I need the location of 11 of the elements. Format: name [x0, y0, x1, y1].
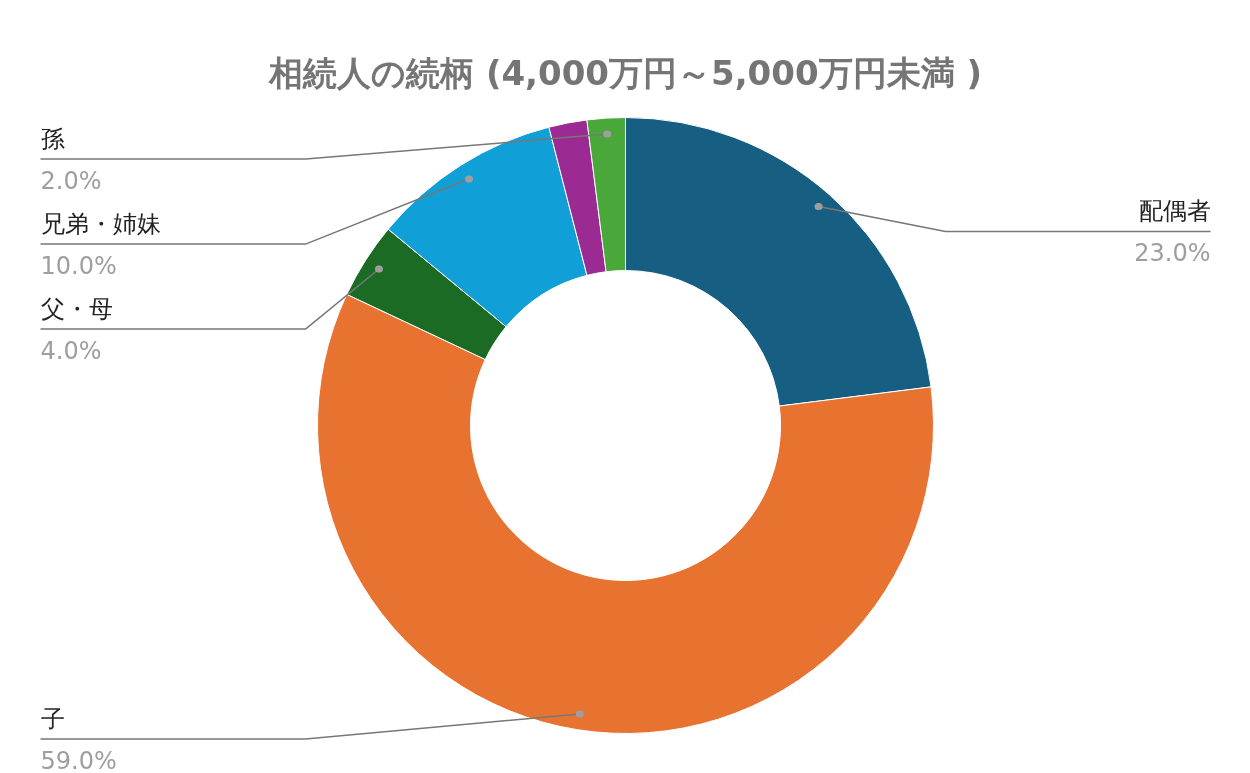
data-label: 23.0% [1134, 239, 1211, 268]
chart-title: 相続人の続柄 (4,000万円～5,000万円未満 ) [268, 52, 982, 93]
slice-label: 孫 [40, 125, 65, 154]
slice-label: 兄弟・姉妹 [40, 210, 161, 239]
slice-label: 子 [40, 704, 65, 733]
data-label: 4.0% [40, 337, 102, 366]
slice-label: 父・母 [40, 295, 113, 324]
slice-label: 配偶者 [1138, 197, 1211, 226]
data-label: 10.0% [40, 252, 117, 281]
data-label: 2.0% [40, 167, 102, 196]
data-label: 59.0% [40, 746, 117, 773]
